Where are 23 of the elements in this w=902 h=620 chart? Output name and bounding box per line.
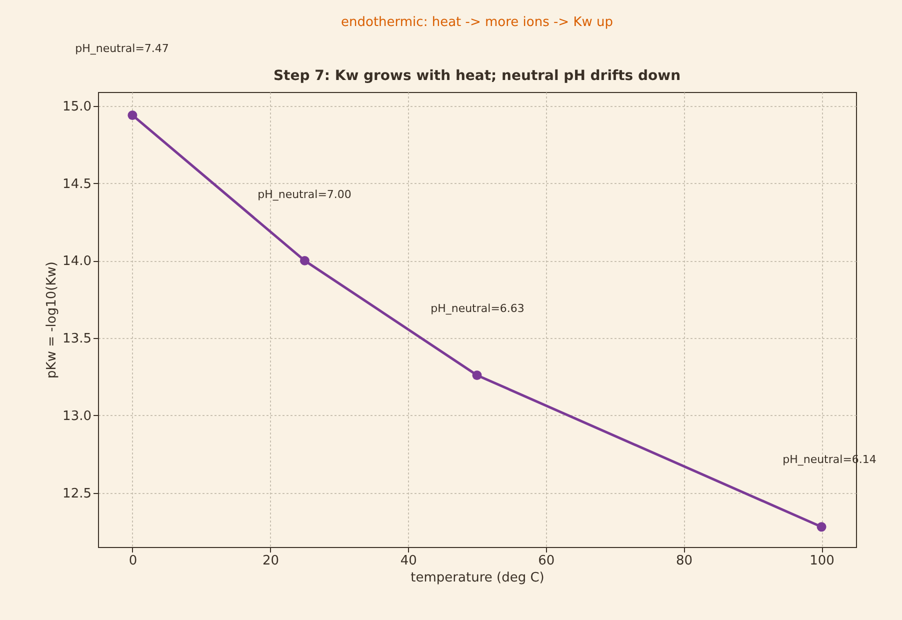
- y-axis-title: pKw = -log10(Kw): [44, 262, 60, 378]
- x-tick-label: 40: [400, 554, 417, 568]
- y-tick-label: 14.5: [62, 176, 92, 192]
- x-axis-title: temperature (deg C): [410, 570, 544, 586]
- text: pH_neutral=7.47: [75, 42, 169, 55]
- annotation: pH_neutral=7.00: [258, 188, 352, 201]
- point: [128, 110, 138, 120]
- point: [300, 256, 310, 266]
- y-tick-label: 14.0: [62, 254, 92, 270]
- x-tick-label: 20: [262, 554, 280, 568]
- y-tick-label: 15.0: [62, 99, 92, 114]
- y-tick-label: 12.5: [62, 486, 92, 502]
- x-tick-label: 100: [810, 554, 834, 568]
- x-tick-label: 60: [538, 554, 555, 568]
- chart-title: Step 7: Kw grows with heat; neutral pH drifts down: [273, 68, 681, 84]
- y-tick-label: 13.5: [62, 332, 92, 347]
- text: endothermic: heat -> more ions -> Kw up: [341, 15, 613, 30]
- point: [816, 522, 826, 532]
- x-tick-label: 0: [128, 554, 138, 568]
- annotation: pH_neutral=6.63: [430, 302, 524, 315]
- x-tick-label: 80: [676, 554, 692, 568]
- point: [472, 370, 482, 380]
- y-tick-label: 13.0: [62, 408, 92, 424]
